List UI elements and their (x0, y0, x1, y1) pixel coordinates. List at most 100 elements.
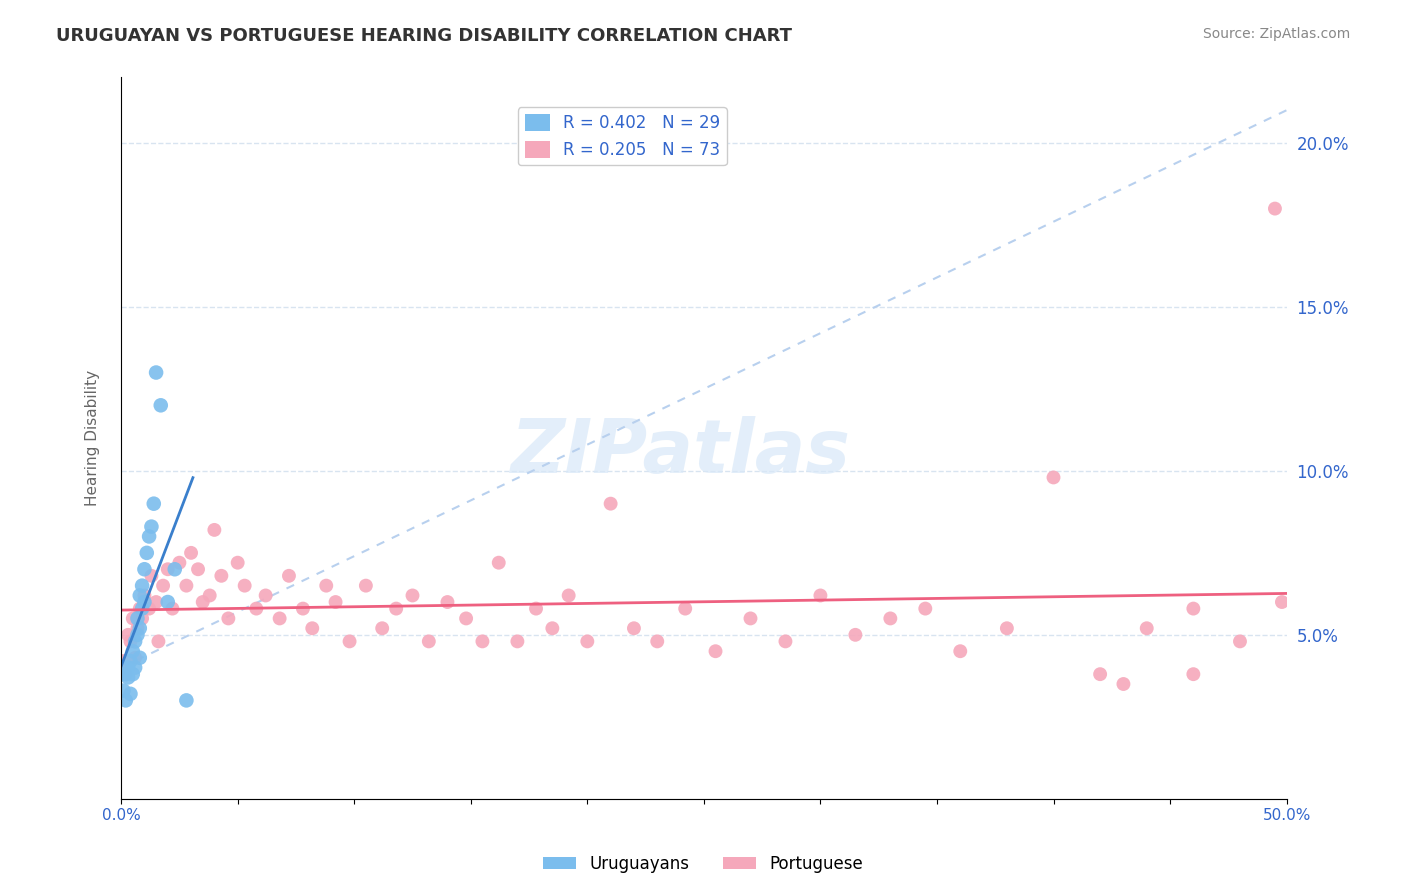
Point (1182, 667, 1205, 681)
Point (269, 611, 291, 625)
Point (740, 611, 762, 625)
Point (278, 569, 301, 583)
Point (1264, 202, 1286, 216)
Point (148, 634, 170, 648)
Point (121, 667, 143, 681)
Point (844, 628, 866, 642)
Point (131, 579, 153, 593)
Point (233, 579, 256, 593)
Point (120, 687, 142, 701)
Point (134, 595, 156, 609)
Point (1182, 601, 1205, 615)
Point (524, 601, 547, 615)
Point (673, 601, 696, 615)
Point (141, 519, 163, 533)
Point (187, 562, 209, 576)
Point (202, 523, 225, 537)
Point (134, 562, 156, 576)
Point (162, 601, 184, 615)
Point (995, 621, 1018, 635)
Point (325, 595, 347, 609)
Point (127, 628, 149, 642)
Y-axis label: Hearing Disability: Hearing Disability (86, 370, 100, 506)
Point (488, 556, 510, 570)
Point (169, 556, 191, 570)
Point (645, 634, 668, 648)
Point (506, 634, 529, 648)
Point (141, 569, 163, 583)
Legend: R = 0.402   N = 29, R = 0.205   N = 73: R = 0.402 N = 29, R = 0.205 N = 73 (517, 107, 727, 165)
Point (354, 579, 377, 593)
Point (128, 601, 150, 615)
Point (456, 611, 478, 625)
Point (128, 589, 150, 603)
Point (1271, 595, 1294, 609)
Point (124, 634, 146, 648)
Point (135, 546, 157, 560)
Point (599, 497, 621, 511)
Point (121, 644, 143, 658)
Point (1088, 667, 1111, 681)
Point (176, 579, 198, 593)
Point (117, 628, 139, 642)
Point (124, 650, 146, 665)
Point (117, 670, 139, 684)
Point (254, 589, 277, 603)
Point (471, 634, 494, 648)
Point (112, 683, 135, 698)
Point (156, 562, 179, 576)
Point (301, 621, 323, 635)
Point (138, 601, 160, 615)
Point (134, 589, 156, 603)
Point (127, 621, 149, 635)
Point (142, 497, 165, 511)
Point (128, 621, 150, 635)
Point (704, 644, 727, 658)
Point (1229, 634, 1251, 648)
Point (191, 595, 214, 609)
Point (114, 667, 136, 681)
Point (291, 601, 314, 615)
Point (198, 589, 221, 603)
Point (385, 601, 408, 615)
Point (914, 601, 936, 615)
Text: Source: ZipAtlas.com: Source: ZipAtlas.com (1202, 27, 1350, 41)
Point (810, 589, 832, 603)
Point (156, 595, 179, 609)
Point (145, 595, 167, 609)
Point (149, 398, 172, 412)
Point (131, 601, 153, 615)
Point (418, 634, 440, 648)
Point (138, 529, 160, 543)
Point (121, 611, 143, 625)
Point (949, 644, 972, 658)
Legend: Uruguayans, Portuguese: Uruguayans, Portuguese (536, 848, 870, 880)
Point (557, 589, 579, 603)
Point (217, 611, 239, 625)
Point (209, 569, 232, 583)
Point (775, 634, 797, 648)
Point (120, 654, 142, 668)
Point (128, 650, 150, 665)
Point (245, 601, 267, 615)
Text: ZIPatlas: ZIPatlas (510, 416, 851, 489)
Point (576, 634, 599, 648)
Point (1112, 677, 1135, 691)
Point (152, 579, 174, 593)
Point (623, 621, 645, 635)
Point (124, 660, 146, 674)
Point (315, 579, 337, 593)
Point (120, 634, 142, 648)
Point (180, 546, 202, 560)
Point (541, 621, 564, 635)
Point (436, 595, 458, 609)
Point (112, 654, 135, 668)
Point (127, 611, 149, 625)
Text: URUGUAYAN VS PORTUGUESE HEARING DISABILITY CORRELATION CHART: URUGUAYAN VS PORTUGUESE HEARING DISABILI… (56, 27, 792, 45)
Point (163, 562, 186, 576)
Point (879, 611, 901, 625)
Point (1042, 470, 1064, 484)
Point (1136, 621, 1159, 635)
Point (145, 366, 167, 380)
Point (401, 589, 423, 603)
